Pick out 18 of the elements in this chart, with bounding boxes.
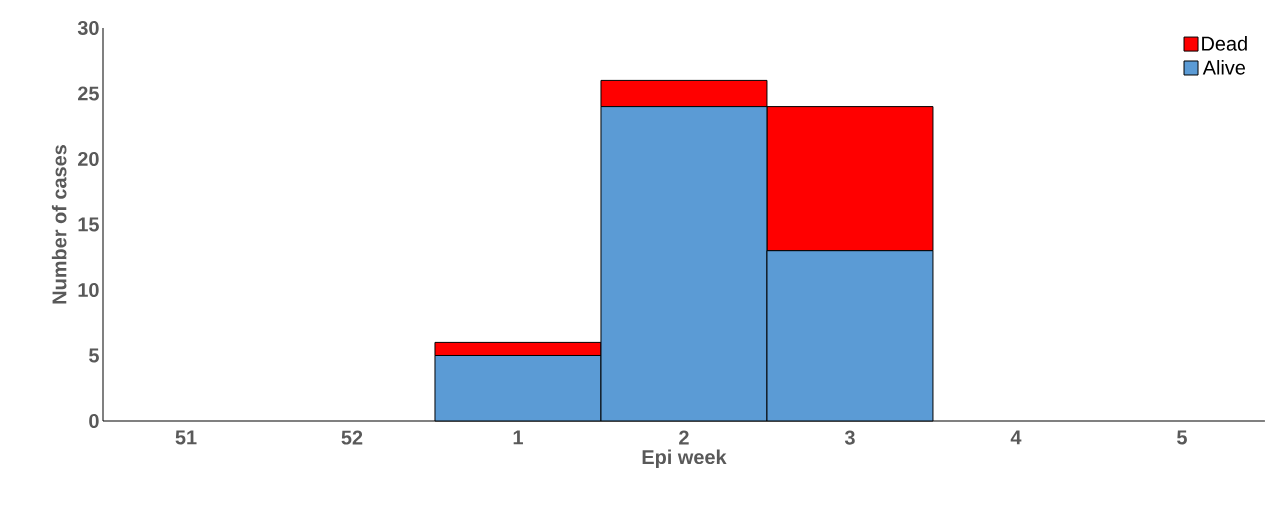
x-tick-label: 2 — [679, 430, 689, 445]
y-axis-title: Number of cases — [51, 145, 67, 304]
y-tick-label: 30 — [77, 20, 99, 36]
x-tick-label: 51 — [175, 430, 197, 445]
y-tick-label: 25 — [78, 86, 99, 101]
y-tick-label: 5 — [89, 348, 99, 363]
x-tick-label: 4 — [1010, 430, 1022, 445]
x-axis-title: Epi week — [642, 449, 727, 469]
y-tick-label: 20 — [78, 151, 99, 167]
x-tick-label: 1 — [513, 430, 523, 445]
legend-label: Dead — [1202, 36, 1247, 51]
x-tick-label: 52 — [341, 430, 363, 445]
x-tick-label: 3 — [844, 430, 855, 445]
y-tick-label: 15 — [78, 217, 99, 232]
y-tick-label: 10 — [78, 282, 99, 298]
y-tick-label: 0 — [89, 413, 99, 429]
x-tick-label: 5 — [1177, 430, 1187, 445]
legend-label: Alive — [1202, 60, 1246, 75]
